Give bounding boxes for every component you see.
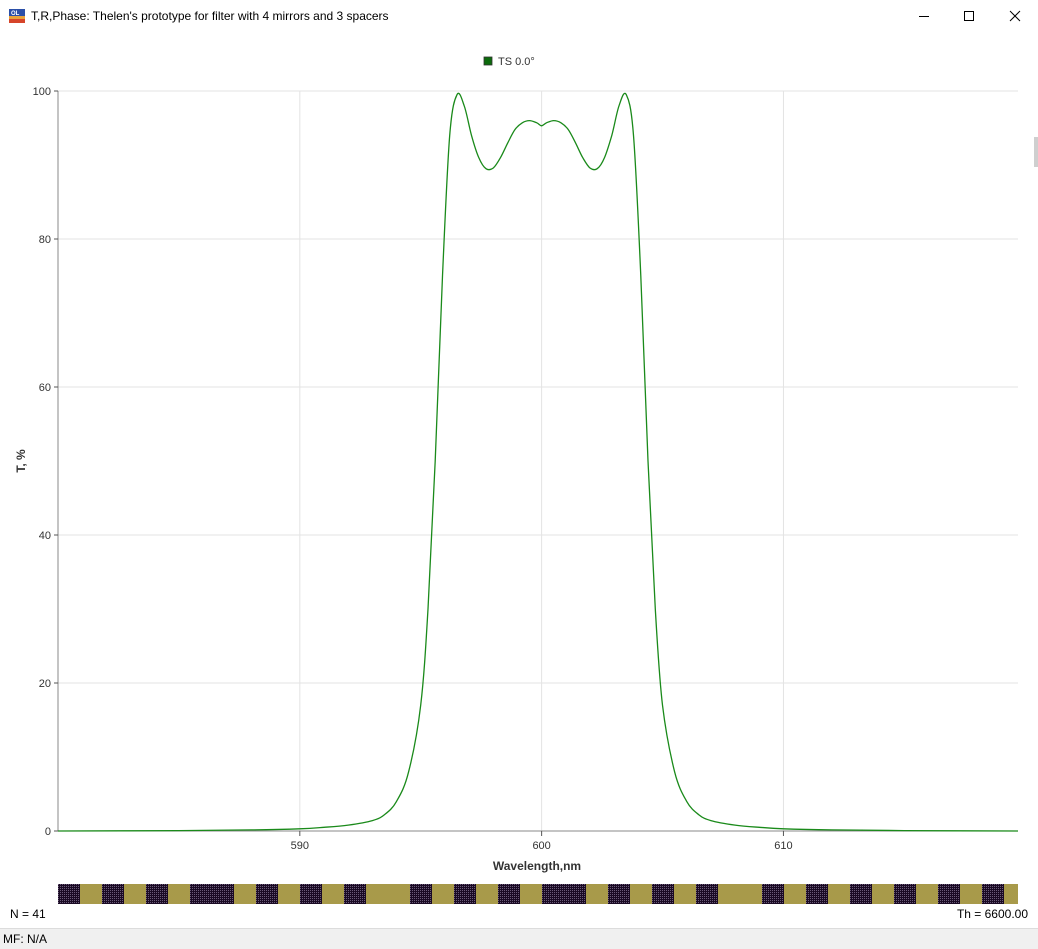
layer-segment <box>696 884 718 904</box>
minimize-button[interactable] <box>901 0 947 32</box>
layer-segment <box>938 884 960 904</box>
layer-segment <box>982 884 1004 904</box>
y-tick-label: 80 <box>39 234 51 246</box>
series-line-ts-0 <box>57 92 1019 832</box>
layer-segment <box>80 884 102 904</box>
y-axis-label: T, % <box>14 449 28 473</box>
layer-segment <box>630 884 652 904</box>
minimize-icon <box>919 16 929 17</box>
x-tick-label: 590 <box>291 840 309 852</box>
title-bar: OL T,R,Phase: Thelen's prototype for fil… <box>0 0 1038 32</box>
legend-entry-label[interactable]: TS 0.0° <box>498 56 535 68</box>
chart-ticks: 0 20 40 60 80 100 590 600 610 <box>33 86 793 852</box>
window-title: T,R,Phase: Thelen's prototype for filter… <box>31 9 389 23</box>
layer-structure-bar[interactable] <box>58 884 1018 904</box>
layer-segment <box>960 884 982 904</box>
layer-segment <box>344 884 366 904</box>
layer-segment <box>718 884 762 904</box>
layer-segment <box>828 884 850 904</box>
layer-segment <box>652 884 674 904</box>
layer-segment <box>410 884 432 904</box>
app-logo-icon: OL <box>9 9 25 23</box>
plot-area[interactable]: 0 20 40 60 80 100 590 600 610 TS 0.0° Wavelength… <box>0 32 1038 928</box>
y-tick-label: 100 <box>33 86 51 98</box>
layer-segment <box>806 884 828 904</box>
maximize-button[interactable] <box>946 0 992 32</box>
chart-legend[interactable]: TS 0.0° <box>483 56 535 68</box>
maximize-icon <box>964 11 974 21</box>
x-tick-label: 600 <box>532 840 550 852</box>
legend-swatch <box>483 56 493 66</box>
layer-segment <box>872 884 894 904</box>
chart-grid <box>58 90 1018 831</box>
layer-segment <box>146 884 168 904</box>
layer-segment <box>1004 884 1018 904</box>
layer-segment <box>234 884 256 904</box>
thickness-label: Th = 6600.00 <box>956 907 1028 921</box>
chart-axes <box>57 91 1018 832</box>
transmittance-chart[interactable]: 0 20 40 60 80 100 590 600 610 TS 0.0° Wavelength… <box>0 32 1038 928</box>
layer-segment <box>300 884 322 904</box>
layer-segment <box>124 884 146 904</box>
y-tick-label: 0 <box>45 826 51 838</box>
layer-segment <box>322 884 344 904</box>
layer-segment <box>190 884 234 904</box>
layer-segment <box>520 884 542 904</box>
merit-function-status: MF: N/A <box>3 932 47 946</box>
layer-segment <box>58 884 80 904</box>
svg-text:OL: OL <box>11 11 20 17</box>
x-tick-label: 610 <box>774 840 792 852</box>
layer-segment <box>454 884 476 904</box>
layer-segment <box>498 884 520 904</box>
layer-segment <box>784 884 806 904</box>
layer-segment <box>432 884 454 904</box>
layer-segment <box>102 884 124 904</box>
status-bar: MF: N/A <box>0 928 1038 949</box>
window-right-edge <box>1034 32 1038 928</box>
layer-segment <box>542 884 586 904</box>
y-tick-label: 60 <box>39 382 51 394</box>
layer-segment <box>256 884 278 904</box>
y-tick-label: 40 <box>39 530 51 542</box>
chart-series <box>57 92 1019 832</box>
layer-segment <box>894 884 916 904</box>
close-button[interactable] <box>992 0 1038 32</box>
layer-segment <box>366 884 410 904</box>
layer-segment <box>916 884 938 904</box>
layer-count-label: N = 41 <box>10 907 46 921</box>
layer-segment <box>762 884 784 904</box>
layer-segment <box>608 884 630 904</box>
layer-segment <box>850 884 872 904</box>
y-tick-label: 20 <box>39 678 51 690</box>
layer-segment <box>476 884 498 904</box>
layer-segment <box>586 884 608 904</box>
close-icon <box>1009 10 1021 22</box>
layer-segment <box>278 884 300 904</box>
layer-segment <box>168 884 190 904</box>
layer-segment <box>674 884 696 904</box>
x-axis-label: Wavelength,nm <box>493 859 581 873</box>
